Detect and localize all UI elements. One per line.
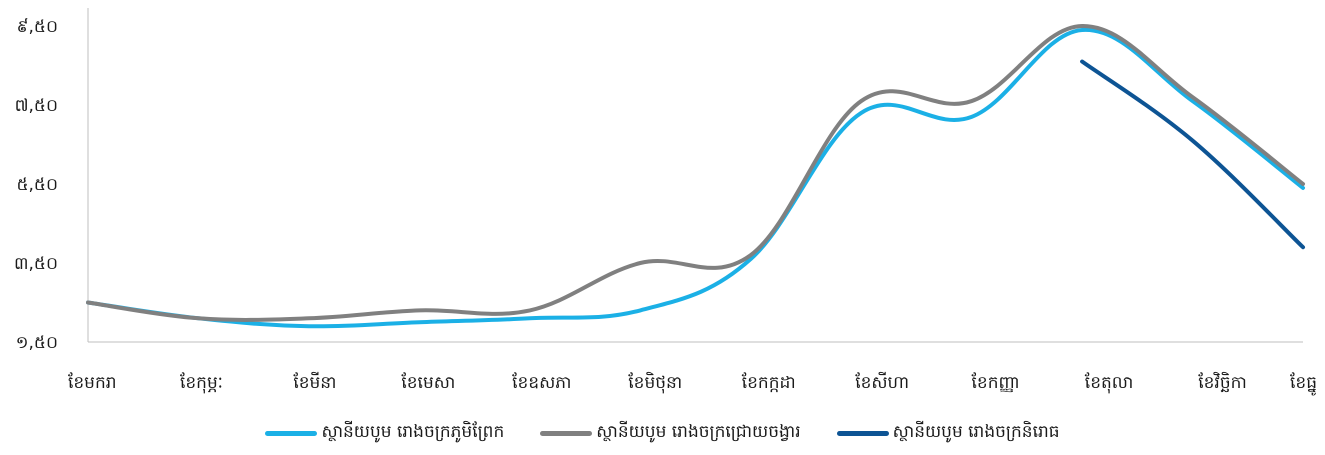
line-chart: ១,៥០ ៣,៥០ ៥,៥០ ៧,៥០ ៩,៥០ ខែមករា ខែកុម្ភៈ ខែមីន… — [14, 8, 1317, 396]
series-line — [86, 27, 1305, 329]
legend-swatch — [265, 430, 318, 436]
y-tick-label: ១,៥០ — [16, 333, 58, 353]
x-tick-label: ខែមីនា — [293, 371, 336, 393]
legend-label: ស្ថានីយបូម រោងចក្រនិរោធ — [892, 421, 1060, 442]
x-tick-label: ខែមិថុនា — [628, 371, 682, 394]
legend-swatch — [540, 430, 593, 436]
legend-swatch — [836, 430, 889, 436]
x-tick-label: ខែកញ្ញា — [972, 372, 1020, 393]
y-tick-label: ៧,៥០ — [15, 96, 58, 116]
y-tick-label: ៩,៥០ — [16, 17, 58, 37]
x-tick-label: ខែមករា — [68, 372, 117, 393]
legend-item: ស្ថានីយបូម រោងចក្រនិរោធ — [836, 421, 1060, 446]
series-line — [86, 23, 1305, 322]
series-line — [1080, 59, 1305, 250]
legend-item: ស្ថានីយបូម រោងចក្រភូមិព្រែក — [265, 421, 504, 446]
legend-label: ស្ថានីយបូម រោងចក្រជ្រោយចង្វារ — [596, 421, 801, 442]
x-tick-label: ខែកក្កដា — [742, 372, 796, 393]
x-tick-label: ខែតុលា — [1085, 372, 1134, 394]
x-tick-label: ខែមេសា — [401, 372, 455, 393]
y-tick-label: ៣,៥០ — [14, 254, 58, 274]
x-tick-label: ខែវិច្ឆិកា — [1198, 371, 1247, 393]
x-axis: ខែមករា ខែកុម្ភៈ ខែមីនា ខែមេសា ខែឧសភា ខែមិថុនា… — [68, 341, 1317, 396]
x-tick-label: ខែធ្នូ — [1290, 372, 1317, 396]
legend-label: ស្ថានីយបូម រោងចក្រភូមិព្រែក — [321, 421, 505, 442]
y-tick-label: ៥,៥០ — [16, 175, 58, 195]
legend: ស្ថានីយបូម រោងចក្រភូមិព្រែក ស្ថានីយបូម រ… — [0, 418, 1325, 448]
series-lines — [86, 23, 1305, 329]
x-tick-label: ខែកុម្ភៈ — [180, 372, 223, 394]
y-axis: ១,៥០ ៣,៥០ ៥,៥០ ៧,៥០ ៩,៥០ — [14, 8, 89, 353]
legend-item: ស្ថានីយបូម រោងចក្រជ្រោយចង្វារ — [540, 421, 801, 446]
x-tick-label: ខែឧសភា — [512, 372, 571, 393]
x-tick-label: ខែសីហា — [855, 371, 909, 393]
